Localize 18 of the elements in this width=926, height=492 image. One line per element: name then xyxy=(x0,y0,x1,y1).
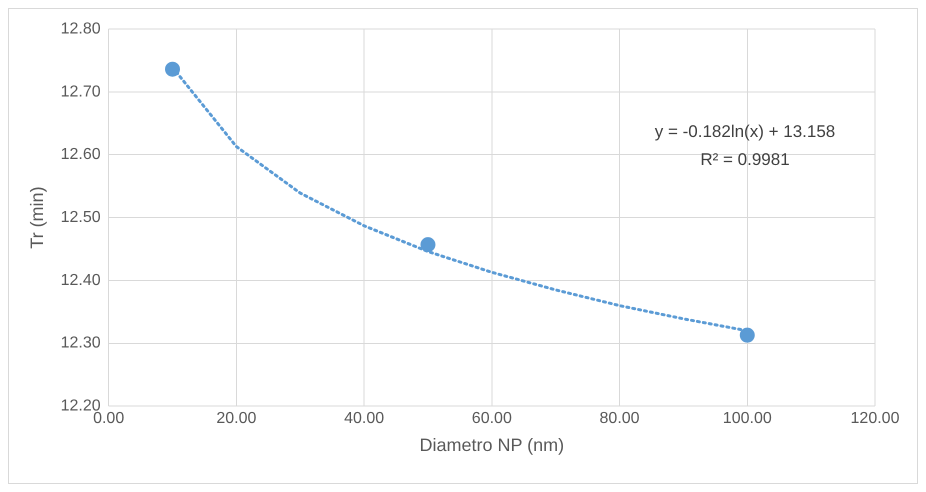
x-tick-label: 40.00 xyxy=(344,410,384,428)
x-axis-title: Diametro NP (nm) xyxy=(419,435,564,456)
y-tick-label: 12.30 xyxy=(60,334,101,352)
y-tick-label: 12.40 xyxy=(60,272,101,289)
annotation: R² = 0.9981 xyxy=(700,150,790,169)
y-axis-title: Tr (min) xyxy=(26,186,47,249)
annotation: y = -0.182ln(x) + 13.158 xyxy=(654,122,836,141)
y-tick-label: 12.70 xyxy=(60,83,101,100)
y-tick-label: 12.60 xyxy=(60,146,101,164)
point xyxy=(420,237,436,252)
x-tick-label: 20.00 xyxy=(216,410,256,428)
x-tick-label: 120.00 xyxy=(850,410,900,428)
y-tick-label: 12.50 xyxy=(60,209,101,226)
x-tick-label: 60.00 xyxy=(472,410,512,428)
y-tick-label: 12.80 xyxy=(60,20,101,38)
x-tick-label: 80.00 xyxy=(600,410,640,428)
point xyxy=(740,328,755,343)
x-tick-label: 100.00 xyxy=(722,410,772,428)
